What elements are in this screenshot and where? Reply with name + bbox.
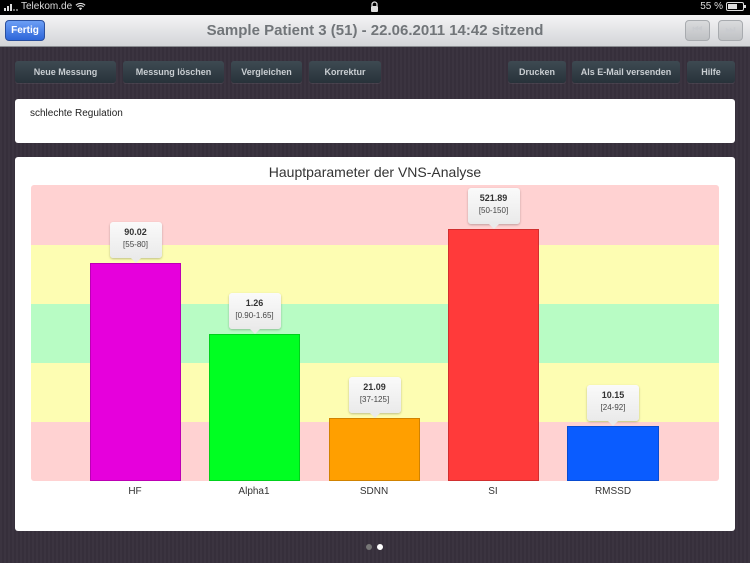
help-button[interactable]: Hilfe [687, 61, 735, 83]
next-measurement-button[interactable]: ⏭ [718, 20, 743, 41]
x-label-rmssd: RMSSD [594, 486, 632, 497]
carrier-info: Telekom.de [4, 1, 86, 12]
skip-forward-icon: ⏭ [725, 24, 736, 36]
bar-hf[interactable] [90, 263, 181, 481]
bar-rmssd[interactable] [567, 426, 659, 481]
delete-measurement-button[interactable]: Messung löschen [123, 61, 224, 83]
carrier-name: Telekom.de [21, 1, 73, 12]
bar-sdnn[interactable] [329, 418, 420, 481]
battery-info: 55 % [700, 1, 746, 12]
lock-icon [371, 1, 378, 12]
compare-button[interactable]: Vergleichen [231, 61, 302, 83]
plot-area: 90.02 [55-80] 1.26 [0.90-1.65] 21.09 [37… [31, 185, 719, 481]
value-tooltip-rmssd: 10.15 [24-92] [587, 385, 639, 426]
skip-back-icon: ⏮ [692, 24, 703, 36]
reference-range: [24-92] [600, 403, 626, 412]
value-label: 90.02 [124, 227, 147, 237]
bar-alpha1[interactable] [209, 334, 300, 481]
status-bar: Telekom.de 55 % [0, 0, 750, 15]
page-title: Sample Patient 3 (51) - 22.06.2011 14:42… [206, 22, 544, 39]
assessment-text: schlechte Regulation [30, 108, 123, 119]
x-label-hf: HF [128, 486, 142, 497]
assessment-note: schlechte Regulation [15, 99, 735, 143]
chart-panel: Hauptparameter der VNS-Analyse 90.02 [55… [15, 157, 735, 531]
value-tooltip-alpha1: 1.26 [0.90-1.65] [228, 293, 281, 334]
x-label-sdnn: SDNN [359, 486, 389, 497]
new-measurement-button[interactable]: Neue Messung [15, 61, 116, 83]
value-tooltip-si: 521.89 [50-150] [467, 188, 520, 229]
previous-measurement-button[interactable]: ⏮ [685, 20, 710, 41]
page-dot-1[interactable] [366, 544, 372, 550]
value-label: 10.15 [601, 390, 625, 400]
x-label-alpha1: Alpha1 [238, 486, 270, 497]
value-label: 521.89 [479, 193, 508, 203]
done-button[interactable]: Fertig [5, 20, 45, 41]
x-label-si: SI [488, 486, 498, 497]
value-label: 21.09 [363, 382, 386, 392]
value-label: 1.26 [245, 298, 264, 308]
value-tooltip-hf: 90.02 [55-80] [109, 222, 162, 263]
reference-range: [50-150] [478, 206, 509, 215]
chart-title: Hauptparameter der VNS-Analyse [268, 164, 482, 180]
reference-range: [0.90-1.65] [235, 311, 274, 320]
value-tooltip-sdnn: 21.09 [37-125] [348, 377, 401, 418]
send-email-button[interactable]: Als E-Mail versenden [572, 61, 680, 83]
page-dot-2-active[interactable] [377, 544, 383, 550]
reference-range: [37-125] [359, 395, 390, 404]
signal-icon [4, 2, 18, 11]
bar-si[interactable] [448, 229, 539, 481]
page-control[interactable] [366, 544, 383, 550]
reference-range: [55-80] [123, 240, 148, 249]
battery-icon [726, 2, 746, 11]
correction-button[interactable]: Korrektur [309, 61, 381, 83]
print-button[interactable]: Drucken [508, 61, 566, 83]
battery-percent: 55 % [700, 1, 723, 12]
navigation-bar: Fertig Sample Patient 3 (51) - 22.06.201… [0, 15, 750, 47]
wifi-icon [75, 2, 86, 11]
